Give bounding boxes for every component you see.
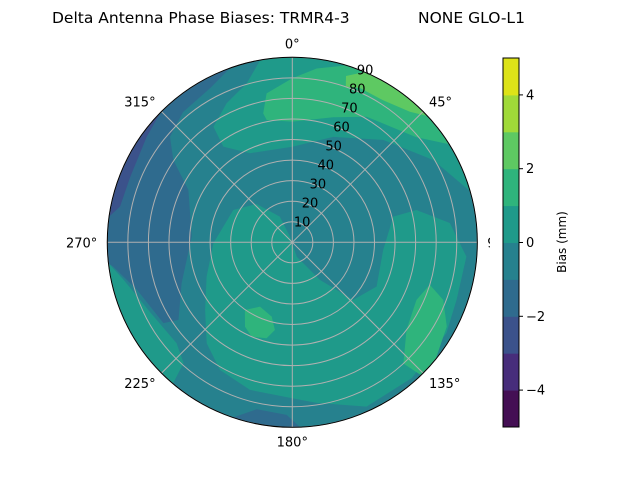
radial-tick-label: 40: [317, 158, 334, 173]
colorbar-segment: [503, 353, 519, 391]
colorbar-segment: [503, 316, 519, 354]
radial-tick-label: 50: [325, 139, 342, 154]
contour-region: [205, 204, 467, 407]
colorbar-tick-label: −2: [526, 310, 545, 325]
radial-tick-label: 90: [357, 63, 374, 78]
contour-region: [108, 263, 184, 384]
chart-title-right: NONE GLO-L1: [418, 9, 525, 27]
polar-tick-labels: 1020304050607080900°45°90°135°180°225°27…: [66, 37, 510, 450]
radial-tick-label: 30: [310, 177, 327, 192]
colorbar-segment: [503, 205, 519, 243]
radial-tick-label: 70: [341, 101, 358, 116]
angular-gridline: [291, 241, 424, 374]
radial-tick-label: 60: [333, 120, 350, 135]
colorbar-segment: [503, 58, 519, 96]
colorbar-tick-label: −4: [526, 384, 545, 399]
colorbar-segment: [503, 242, 519, 280]
angular-gridline: [161, 241, 293, 374]
angle-tick-label: 270°: [66, 236, 97, 251]
radial-tick-label: 20: [302, 196, 319, 211]
colorbar-segment: [503, 279, 519, 317]
colorbar-tick-label: 2: [526, 162, 534, 177]
colorbar-segment: [503, 94, 519, 133]
colorbar-segment: [503, 131, 519, 170]
contour-region: [263, 65, 450, 145]
contour-region: [109, 112, 161, 217]
angle-tick-label: 135°: [429, 377, 460, 392]
radial-tick-label: 10: [294, 215, 311, 230]
polar-plot-area: [106, 56, 478, 428]
angular-gridline: [291, 111, 424, 243]
angle-tick-label: 180°: [277, 435, 308, 450]
polar-frame: [106, 56, 478, 428]
angle-tick-label: 45°: [429, 96, 452, 111]
contour-region: [107, 68, 230, 324]
colorbar-tick-label: 4: [526, 88, 534, 103]
contour-region: [345, 72, 428, 117]
colorbar-segment: [503, 390, 519, 428]
colorbar-tick-label: 0: [526, 236, 534, 251]
chart-title-left: Delta Antenna Phase Biases: TRMR4-3: [52, 9, 350, 27]
angle-tick-label: 225°: [124, 377, 155, 392]
radial-tick-label: 80: [349, 82, 366, 97]
angle-tick-label: 0°: [285, 37, 300, 52]
contour-region: [233, 409, 300, 428]
colorbar-label: Bias (mm): [555, 211, 569, 273]
colorbar: −4 −2 0 2 4: [490, 40, 640, 440]
colorbar-segment: [503, 168, 519, 207]
angular-gridline: [161, 111, 293, 243]
angle-tick-label: 315°: [124, 96, 155, 111]
